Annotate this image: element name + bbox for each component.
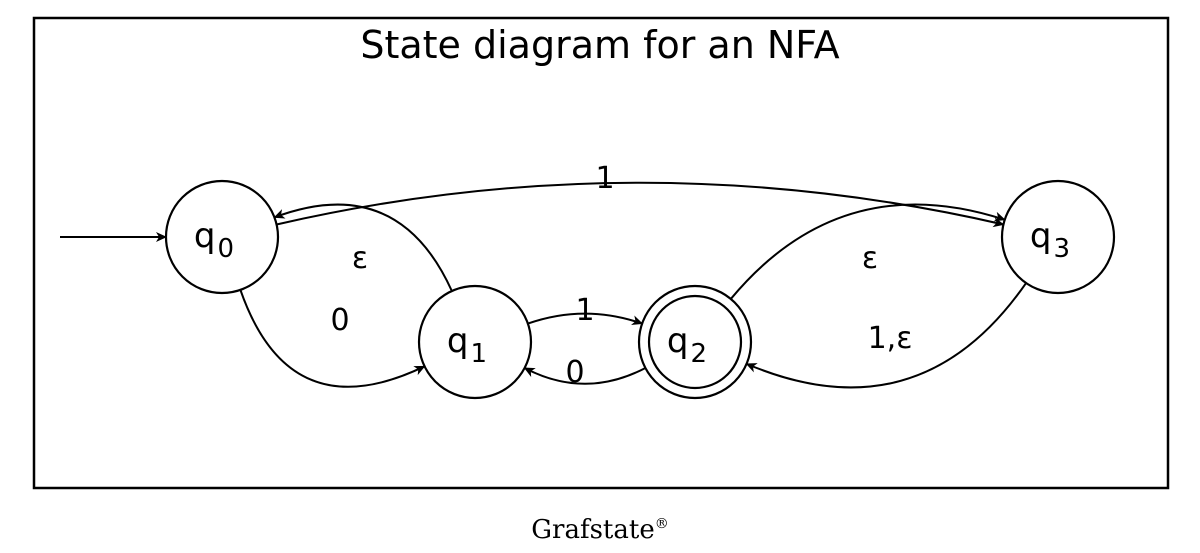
diagram-title: State diagram for an NFA: [360, 23, 839, 67]
nodes-layer: q0 q1 q2 q3: [166, 181, 1114, 398]
edge-label-q1-q0: ε: [352, 241, 368, 276]
footer-branding: Grafstate®: [531, 515, 668, 545]
edge-q0-q3: [277, 183, 1004, 225]
state-q1: q1: [419, 286, 531, 398]
edge-label-q1-q2: 1: [575, 293, 594, 328]
diagram-container: State diagram for an NFAGrafstate®10ε10ε…: [0, 0, 1200, 553]
state-q0: q0: [166, 181, 278, 293]
edge-label-q2-q1: 0: [565, 355, 584, 390]
state-q3: q3: [1002, 181, 1114, 293]
edge-label-q3-q2: 1,ε: [868, 321, 913, 356]
edge-label-q0-q3: 1: [595, 161, 614, 196]
state-q2: q2: [639, 286, 751, 398]
edge-q2-q1: [525, 368, 646, 384]
edge-label-q2-q3: ε: [862, 241, 878, 276]
edge-label-q0-q1: 0: [330, 303, 349, 338]
state-diagram-svg: State diagram for an NFAGrafstate®10ε10ε…: [0, 0, 1200, 553]
